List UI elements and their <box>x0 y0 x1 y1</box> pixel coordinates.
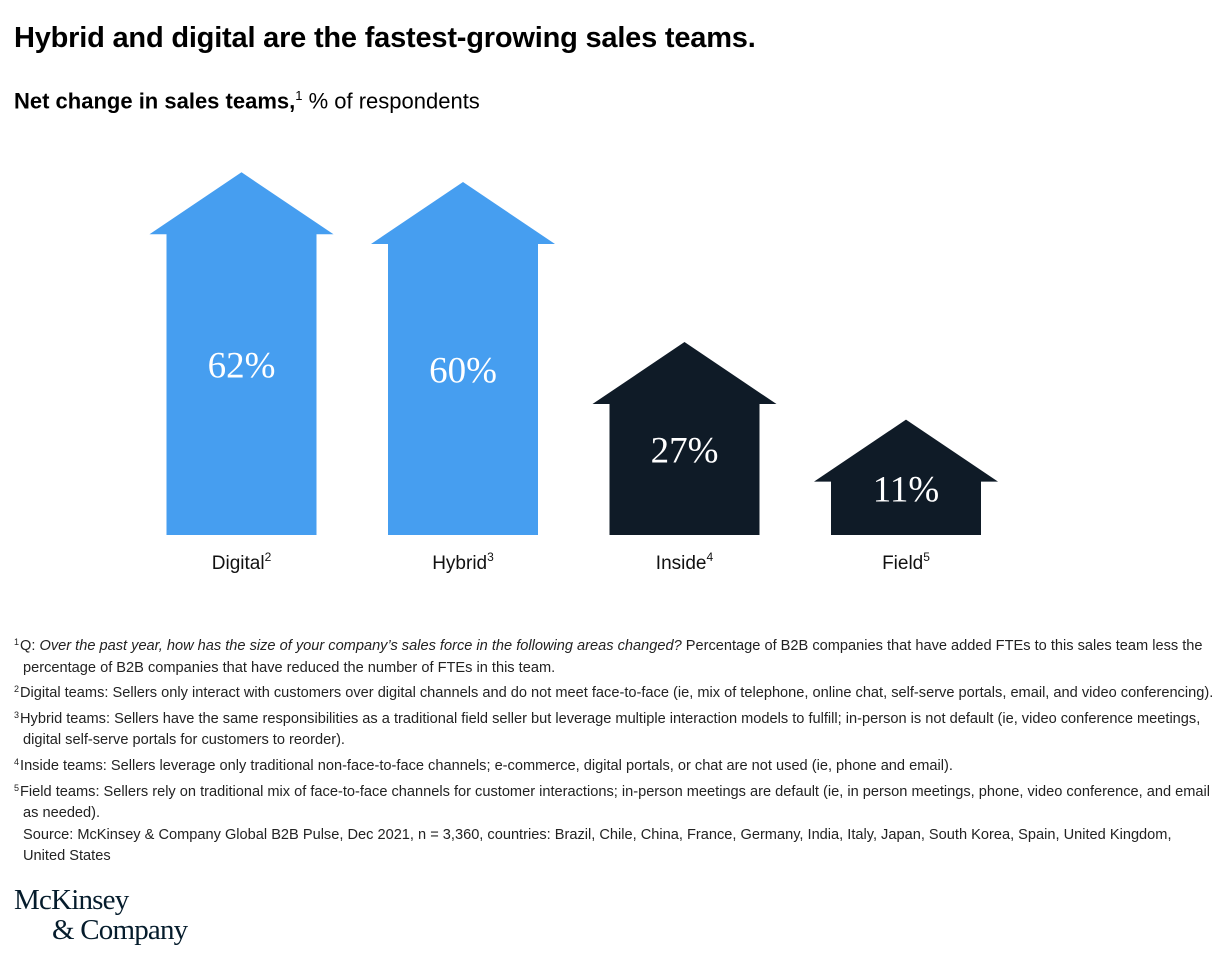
footnote-marker: 1 <box>14 637 20 647</box>
logo-line-1: McKinsey <box>14 884 129 916</box>
footnote-5: 5Field teams: Sellers rely on traditiona… <box>14 778 1214 825</box>
footnotes: 1Q: Over the past year, how has the size… <box>14 632 1214 868</box>
arrow-bar-hybrid <box>371 182 555 535</box>
footnote-2: 2Digital teams: Sellers only interact wi… <box>14 679 1214 705</box>
value-label: 11% <box>873 469 939 510</box>
footnote-text: Percentage of B2B companies that have ad… <box>23 638 1203 676</box>
subtitle-footnote-ref: 1 <box>295 88 303 103</box>
category-footnote-ref: 3 <box>487 550 494 564</box>
logo-line-2: & Company <box>52 914 188 946</box>
footnote-question: Over the past year, how has the size of … <box>39 638 682 654</box>
footnote-text: Digital teams: Sellers only interact wit… <box>20 685 1214 702</box>
footnote-marker: 2 <box>14 684 20 695</box>
category-footnote-ref: 5 <box>923 550 930 564</box>
source-note: Source: McKinsey & Company Global B2B Pu… <box>14 825 1214 868</box>
footnote-4: 4Inside teams: Sellers leverage only tra… <box>14 752 1214 778</box>
subtitle-unit: % of respondents <box>302 88 480 114</box>
category-label: Hybrid3 <box>432 550 494 574</box>
source-text: Source: McKinsey & Company Global B2B Pu… <box>23 826 1172 865</box>
category-label: Field5 <box>882 550 930 574</box>
mckinsey-logo: McKinsey & Company <box>14 884 188 946</box>
footnote-text: Inside teams: Sellers leverage only trad… <box>20 757 953 774</box>
footnote-prefix: Q: <box>20 638 40 654</box>
category-label: Digital2 <box>212 550 272 574</box>
arrow-bar-chart: 62% Digital2 60% Hybrid3 27% Inside4 11% Field5 <box>149 172 998 574</box>
category-footnote-ref: 2 <box>265 550 272 564</box>
footnote-text: Field teams: Sellers rely on traditional… <box>20 783 1211 822</box>
chart-title: Hybrid and digital are the fastest-growi… <box>14 22 756 54</box>
footnote-text: Hybrid teams: Sellers have the same resp… <box>20 710 1201 749</box>
footnote-3: 3Hybrid teams: Sellers have the same res… <box>14 705 1214 752</box>
footnote-marker: 5 <box>14 782 20 793</box>
footnote-marker: 3 <box>14 709 20 720</box>
footnote-marker: 4 <box>14 756 20 767</box>
chart-subtitle: Net change in sales teams,1 % of respond… <box>14 88 480 114</box>
footnote-1: 1Q: Over the past year, how has the size… <box>14 632 1214 679</box>
category-footnote-ref: 4 <box>707 550 714 564</box>
arrow-bar-digital <box>149 172 334 536</box>
arrow-bar-field <box>814 419 998 535</box>
category-label: Inside4 <box>656 550 714 574</box>
subtitle-bold: Net change in sales teams, <box>14 88 296 114</box>
value-label: 60% <box>429 351 497 392</box>
arrow-bar-inside <box>592 342 777 535</box>
value-label: 62% <box>208 346 276 387</box>
value-label: 27% <box>651 431 719 472</box>
